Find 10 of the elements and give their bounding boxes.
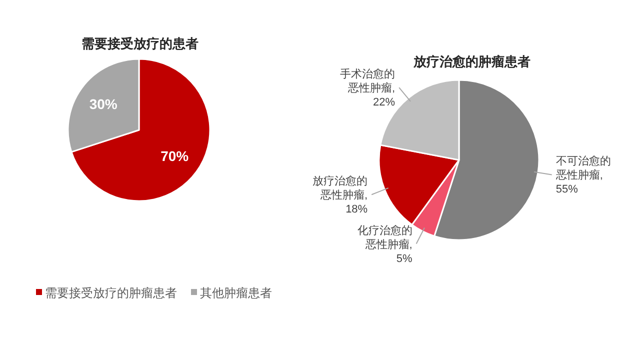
slice-label: 不可治愈的恶性肿瘤, 55% bbox=[554, 154, 611, 196]
data-label: 70% bbox=[160, 148, 190, 164]
data-label: 30% bbox=[89, 96, 118, 112]
slice-label: 手术治愈的恶性肿瘤, 22% bbox=[340, 68, 396, 109]
slice-label: 化疗治愈的恶性肿瘤, 5% bbox=[357, 224, 413, 265]
legend-label: 需要接受放疗的肿瘤患者 bbox=[45, 286, 177, 300]
legend-label: 其他肿瘤患者 bbox=[200, 286, 272, 300]
chart-title: 放疗治愈的肿瘤患者 bbox=[412, 54, 530, 69]
chart-title: 需要接受放疗的患者 bbox=[82, 36, 198, 51]
slice-label: 放疗治愈的恶性肿瘤, 18% bbox=[312, 174, 368, 216]
